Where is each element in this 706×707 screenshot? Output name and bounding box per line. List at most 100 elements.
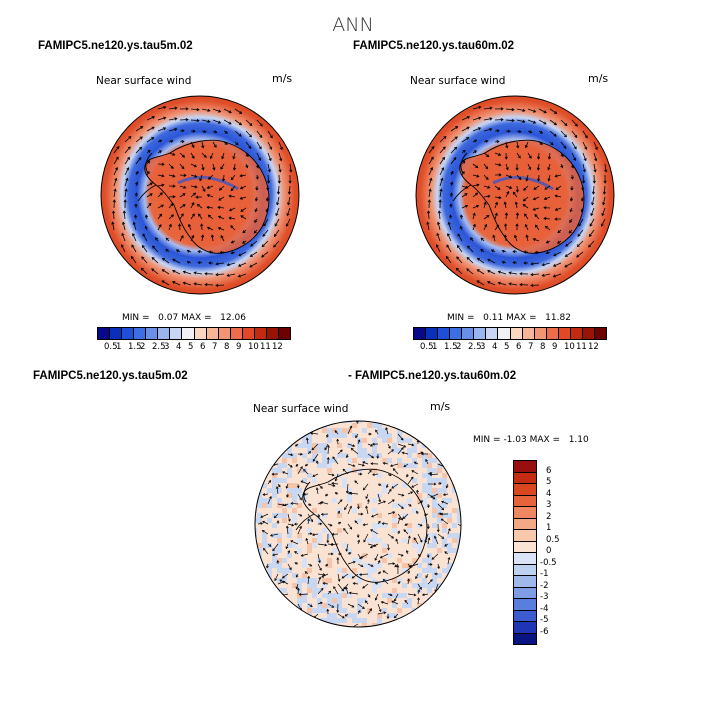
panel-3-colorbar-tick-label: 6 — [546, 465, 552, 476]
panel-3-colorbar-swatch — [514, 553, 536, 565]
panel-3-colorbar-swatch — [514, 564, 536, 576]
panel-2-colorbar-tick-label: 1.5 — [444, 342, 458, 352]
panel-2-colorbar-swatch — [474, 328, 487, 339]
panel-3-colorbar-tick-label: 0 — [546, 546, 552, 556]
panel-1-colorbar-tick-label: 3 — [164, 342, 170, 352]
panel-1-field-label: Near surface wind — [96, 75, 192, 87]
panel-2-colorbar-swatch — [486, 328, 499, 339]
panel-1-colorbar-tick-label: 1.5 — [128, 342, 142, 352]
panel-3-colorbar-swatch — [514, 495, 536, 507]
panel-2-colorbar-swatch — [414, 328, 427, 339]
panel-2-colorbar-swatch — [546, 328, 559, 339]
panel-3-colorbar-swatch — [514, 472, 536, 484]
panel-2-min-label: MIN = — [447, 313, 475, 323]
panel-3-min: -1.03 — [503, 435, 527, 445]
panel-3-colorbar-tick-label: -2 — [540, 580, 549, 591]
panel-1-colorbar-tick-label: 2 — [140, 342, 146, 352]
panel-3-units: m/s — [430, 400, 451, 413]
panel-2-colorbar-labels: 0.5 1 1.5 2 2.5 3 4 5 6 7 8 9 10 11 12 — [413, 342, 607, 354]
panel-1-colorbar-swatch — [254, 328, 267, 339]
panel-1-colorbar-labels: 0.5 1 1.5 2 2.5 3 4 5 6 7 8 9 10 11 12 — [97, 342, 291, 354]
panel-3-colorbar — [513, 460, 537, 645]
panel-2-minmax: MIN = 0.11 MAX = 11.82 — [447, 313, 571, 323]
panel-2-colorbar-tick-label: 9 — [552, 342, 558, 352]
panel-3-colorbar-labels: 6 5 4 3 2 1 0.5 0 -0.5 -1 -2 -3 -4 -5 -6 — [540, 460, 570, 637]
panel-1-colorbar-swatch — [278, 328, 290, 339]
panel-2-colorbar-swatch — [510, 328, 523, 339]
panel-1-colorbar-swatch — [242, 328, 255, 339]
panel-2-colorbar-swatch — [594, 328, 606, 339]
panel-1-colorbar-tick-label: 0.5 — [104, 342, 118, 352]
panel-2-title: FAMIPC5.ne120.ys.tau60m.02 — [353, 40, 515, 52]
panel-3-colorbar-tick-label: -5 — [540, 615, 549, 625]
panel-1-colorbar-swatch — [158, 328, 171, 339]
panel-3-colorbar-swatch — [514, 541, 536, 553]
panel-2-colorbar-swatch — [438, 328, 451, 339]
panel-2-colorbar-swatch — [570, 328, 583, 339]
panel-2-colorbar-swatch — [450, 328, 463, 339]
panel-3-colorbar-swatch — [514, 507, 536, 519]
panel-3-colorbar-tick-label: 4 — [546, 488, 552, 499]
panel-3-field-label: Near surface wind — [253, 403, 349, 415]
panel-3-colorbar-tick-label: -3 — [540, 592, 549, 602]
panel-3-colorbar-tick-label: -0.5 — [540, 557, 557, 568]
panel-2-max: 11.82 — [545, 313, 571, 323]
panel-2-colorbar-swatch — [426, 328, 439, 339]
panel-1-colorbar-tick-label: 9 — [236, 342, 242, 352]
panel-2-colorbar — [413, 327, 607, 340]
panel-2-units: m/s — [588, 72, 609, 85]
panel-1-colorbar-swatch — [182, 328, 195, 339]
panel-2-colorbar-tick-label: 0.5 — [420, 342, 434, 352]
panel-1-colorbar-swatch — [230, 328, 243, 339]
panel-2-colorbar-swatch — [462, 328, 475, 339]
panel-2-colorbar-tick-label: 11 — [576, 342, 587, 352]
panel-3-colorbar-swatch — [514, 587, 536, 599]
panel-1-title: FAMIPC5.ne120.ys.tau5m.02 — [38, 40, 193, 52]
panel-3-colorbar-tick-label: -4 — [540, 603, 549, 614]
panel-1-colorbar-swatch — [206, 328, 219, 339]
panel-1-colorbar-swatch — [266, 328, 279, 339]
panel-2-colorbar-tick-label: 6 — [516, 342, 522, 352]
panel-1-colorbar-swatch — [110, 328, 123, 339]
panel-1-colorbar-swatch — [194, 328, 207, 339]
panel-1-max-label: MAX = — [181, 313, 212, 323]
panel-3-map — [254, 420, 462, 628]
panel-2-colorbar-swatch — [498, 328, 511, 339]
panel-1-units: m/s — [272, 72, 293, 85]
panel-2-colorbar-tick-label: 3 — [480, 342, 486, 352]
panel-2-colorbar-tick-label: 4 — [492, 342, 498, 352]
panel-3-colorbar-swatch — [514, 622, 536, 634]
panel-3-title-2: - FAMIPC5.ne120.ys.tau60m.02 — [348, 370, 517, 382]
panel-2-map — [415, 95, 615, 295]
panel-3-colorbar-swatch — [514, 610, 536, 622]
panel-2-colorbar-tick-label: 8 — [540, 342, 546, 352]
panel-1-max: 12.06 — [220, 313, 246, 323]
panel-2-field-label: Near surface wind — [410, 75, 506, 87]
panel-1-colorbar-swatch — [146, 328, 159, 339]
panel-2-colorbar-tick-label: 10 — [564, 342, 575, 352]
panel-1-colorbar-tick-label: 11 — [260, 342, 271, 352]
panel-3-colorbar-swatch — [514, 576, 536, 588]
panel-1-colorbar-tick-label: 5 — [188, 342, 194, 352]
panel-2-min: 0.11 — [483, 313, 504, 323]
panel-3-colorbar-swatch — [514, 484, 536, 496]
panel-2-colorbar-tick-label: 7 — [528, 342, 534, 352]
panel-1-colorbar — [97, 327, 291, 340]
panel-3-colorbar-swatch — [514, 633, 536, 644]
panel-1-min: 0.07 — [158, 313, 179, 323]
panel-3-colorbar-tick-label: 3 — [546, 500, 552, 510]
panel-1-colorbar-tick-label: 1 — [116, 342, 122, 352]
panel-2-colorbar-tick-label: 1 — [432, 342, 438, 352]
panel-2-colorbar-tick-label: 2.5 — [468, 342, 482, 352]
panel-1-min-label: MIN = — [122, 313, 150, 323]
panel-1-colorbar-tick-label: 2.5 — [152, 342, 166, 352]
panel-1-colorbar-swatch — [98, 328, 111, 339]
panel-2-colorbar-swatch — [534, 328, 547, 339]
panel-3-colorbar-tick-label: 0.5 — [546, 534, 560, 545]
panel-3-colorbar-swatch — [514, 461, 536, 473]
panel-3-colorbar-swatch — [514, 530, 536, 542]
panel-2-colorbar-swatch — [522, 328, 535, 339]
panel-1-colorbar-swatch — [134, 328, 147, 339]
panel-2-max-label: MAX = — [506, 313, 537, 323]
